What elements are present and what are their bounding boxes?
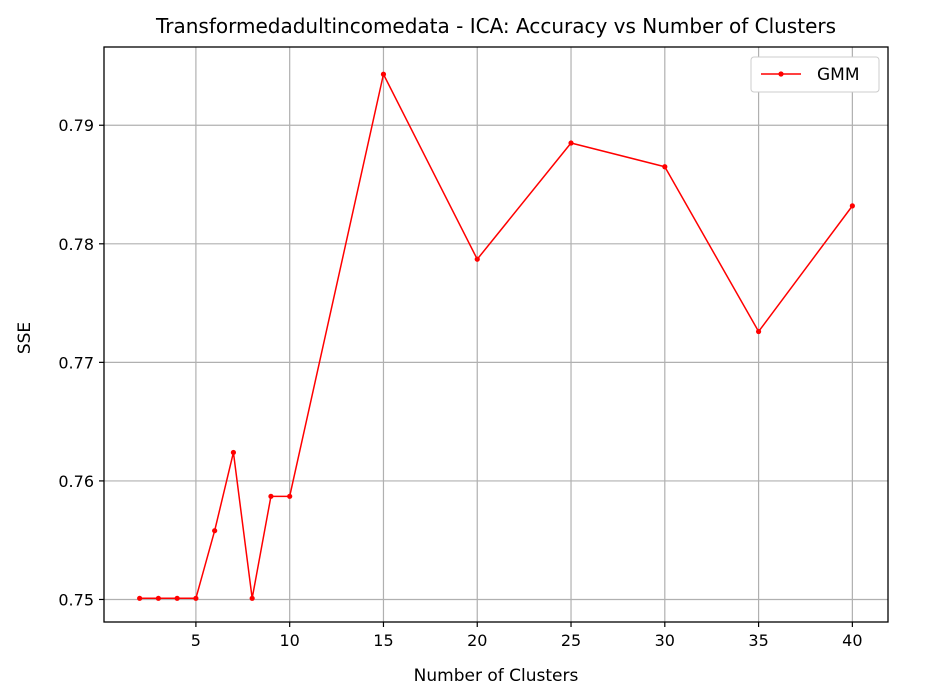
x-axis-label: Number of Clusters	[414, 666, 579, 686]
x-tick-label: 25	[561, 631, 581, 650]
data-point-gmm	[155, 595, 161, 601]
legend-marker-gmm	[778, 71, 784, 77]
plot-frame	[103, 46, 889, 623]
y-tick-label: 0.75	[58, 590, 94, 609]
y-tick-label: 0.79	[58, 116, 94, 135]
data-point-gmm	[268, 493, 274, 499]
data-point-gmm	[568, 140, 574, 146]
data-point-gmm	[137, 595, 143, 601]
x-tick-label: 35	[748, 631, 768, 650]
legend-label-gmm: GMM	[817, 65, 860, 85]
data-point-gmm	[662, 164, 668, 170]
ticks: 5 10 15 20 25 30 35 40 0.75 0.76 0.77 0.78 0.79	[58, 116, 862, 650]
data-point-gmm	[174, 595, 180, 601]
data-point-gmm	[849, 203, 855, 209]
x-tick-label: 10	[280, 631, 300, 650]
data-point-gmm	[474, 256, 480, 262]
x-tick-label: 15	[373, 631, 393, 650]
x-tick-label: 30	[655, 631, 675, 650]
y-tick-label: 0.76	[58, 472, 94, 491]
y-axis-label: SSE	[15, 322, 35, 354]
x-tick-label: 20	[467, 631, 487, 650]
series-layer	[137, 71, 855, 601]
y-tick-label: 0.77	[58, 353, 94, 372]
chart-title: Transformedadultincomedata - ICA: Accura…	[155, 14, 836, 38]
grid	[104, 47, 888, 622]
data-point-gmm	[230, 449, 237, 456]
data-point-gmm	[755, 328, 762, 335]
legend-box	[750, 56, 880, 93]
y-tick-label: 0.78	[58, 235, 94, 254]
data-point-gmm	[249, 595, 255, 601]
data-point-gmm	[212, 528, 218, 534]
data-point-gmm	[380, 71, 387, 77]
legend: GMM	[750, 56, 880, 93]
x-tick-label: 5	[191, 631, 201, 650]
data-point-gmm	[287, 493, 293, 499]
data-point-gmm	[193, 595, 199, 601]
x-tick-label: 40	[842, 631, 862, 650]
